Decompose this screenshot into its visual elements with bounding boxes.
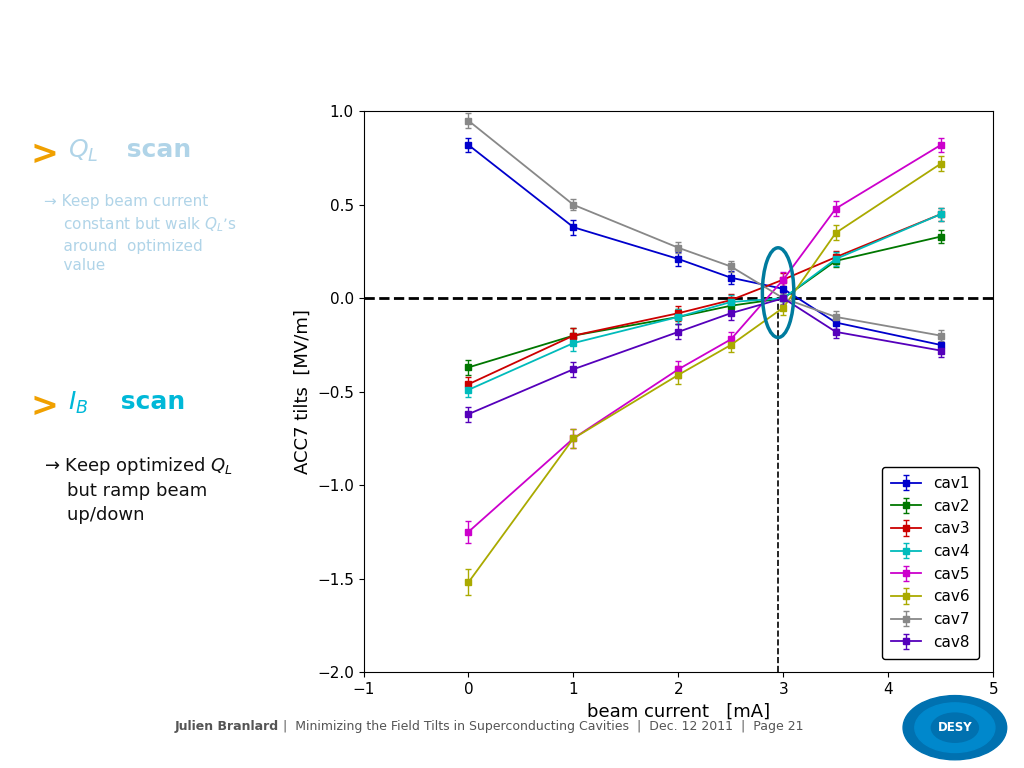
Circle shape [914, 703, 995, 753]
Text: → Keep optimized $Q_L$
    but ramp beam
    up/down: → Keep optimized $Q_L$ but ramp beam up/… [44, 455, 233, 524]
Circle shape [932, 713, 979, 742]
Text: Julien Branlard: Julien Branlard [174, 720, 279, 733]
Text: DESY: DESY [938, 721, 972, 734]
Text: scan: scan [119, 138, 191, 162]
Text: |  Minimizing the Field Tilts in Superconducting Cavities  |  Dec. 12 2011  |  P: | Minimizing the Field Tilts in Supercon… [279, 720, 803, 733]
Text: $Q_L$: $Q_L$ [68, 138, 98, 164]
Text: → Keep beam current
    constant but walk $Q_L$’s
    around  optimized
    valu: → Keep beam current constant but walk $Q… [44, 194, 237, 273]
Circle shape [903, 696, 1007, 760]
Text: $I_B$: $I_B$ [68, 389, 88, 415]
Text: scan: scan [112, 389, 185, 414]
Text: >: > [31, 138, 58, 171]
Text: II. Assessing the accuracy of the method: II. Assessing the accuracy of the method [18, 30, 687, 58]
Y-axis label: ACC7 tilts  [MV/m]: ACC7 tilts [MV/m] [293, 310, 311, 474]
Legend: cav1, cav2, cav3, cav4, cav5, cav6, cav7, cav8: cav1, cav2, cav3, cav4, cav5, cav6, cav7… [882, 467, 979, 659]
Text: >: > [31, 389, 58, 422]
X-axis label: beam current   [mA]: beam current [mA] [587, 702, 770, 720]
